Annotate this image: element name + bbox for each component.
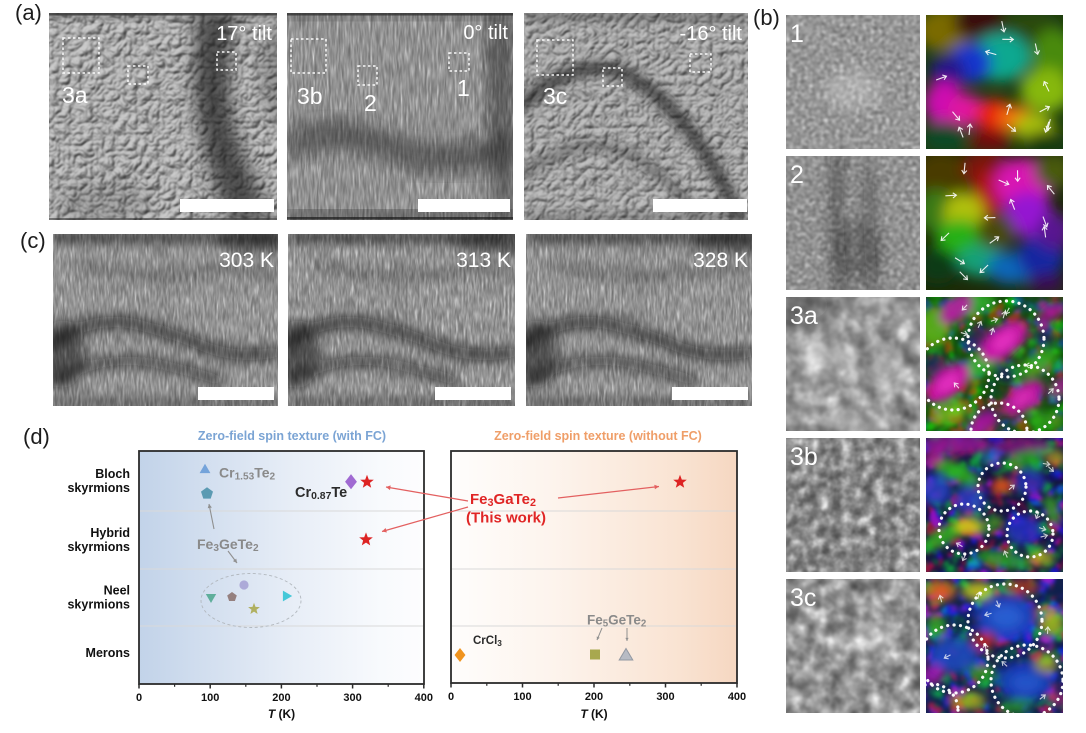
- svg-text:-16° tilt: -16° tilt: [680, 23, 743, 45]
- svg-text:3a: 3a: [790, 302, 818, 330]
- svg-text:3c: 3c: [543, 83, 567, 109]
- svg-text:328 K: 328 K: [693, 249, 748, 272]
- svg-text:200: 200: [272, 692, 290, 704]
- svg-text:Neel: Neel: [104, 584, 130, 598]
- svg-text:CrCl3: CrCl3: [473, 635, 502, 648]
- svg-text:1: 1: [790, 20, 804, 48]
- svg-text:3b: 3b: [790, 443, 818, 471]
- svg-text:Zero-field spin texture (with: Zero-field spin texture (with FC): [198, 429, 386, 443]
- svg-text:2: 2: [790, 161, 804, 189]
- svg-text:T (K): T (K): [268, 707, 295, 721]
- svg-text:0: 0: [448, 691, 454, 703]
- svg-text:Fe5GeTe2: Fe5GeTe2: [587, 613, 646, 630]
- svg-text:1: 1: [457, 75, 470, 101]
- svg-text:Fe3GeTe2: Fe3GeTe2: [197, 536, 259, 554]
- svg-text:Merons: Merons: [86, 646, 131, 660]
- svg-text:3c: 3c: [790, 584, 816, 612]
- svg-text:303 K: 303 K: [219, 249, 274, 272]
- svg-text:skyrmions: skyrmions: [67, 481, 130, 495]
- svg-text:skyrmions: skyrmions: [67, 598, 130, 612]
- svg-text:300: 300: [656, 691, 674, 703]
- svg-text:200: 200: [585, 691, 603, 703]
- svg-text:0° tilt: 0° tilt: [463, 22, 508, 44]
- svg-text:400: 400: [415, 692, 433, 704]
- svg-text:Cr1.53Te2: Cr1.53Te2: [219, 465, 276, 483]
- svg-text:skyrmions: skyrmions: [67, 540, 130, 554]
- svg-text:17° tilt: 17° tilt: [216, 23, 272, 45]
- svg-text:Fe3GaTe2: Fe3GaTe2: [470, 491, 536, 509]
- svg-text:100: 100: [513, 691, 531, 703]
- svg-text:313 K: 313 K: [456, 249, 511, 272]
- svg-text:Zero-field spin texture (witho: Zero-field spin texture (without FC): [494, 429, 702, 443]
- svg-text:(This work): (This work): [466, 510, 546, 527]
- svg-text:3a: 3a: [62, 82, 88, 108]
- svg-text:Hybrid: Hybrid: [90, 526, 130, 540]
- svg-text:Bloch: Bloch: [95, 467, 130, 481]
- svg-text:400: 400: [728, 691, 746, 703]
- svg-text:100: 100: [201, 692, 219, 704]
- svg-text:3b: 3b: [297, 83, 323, 109]
- svg-text:0: 0: [136, 692, 142, 704]
- svg-text:T (K): T (K): [580, 707, 607, 721]
- svg-text:2: 2: [364, 90, 377, 116]
- svg-text:Cr0.87Te: Cr0.87Te: [295, 485, 347, 502]
- svg-text:300: 300: [343, 692, 361, 704]
